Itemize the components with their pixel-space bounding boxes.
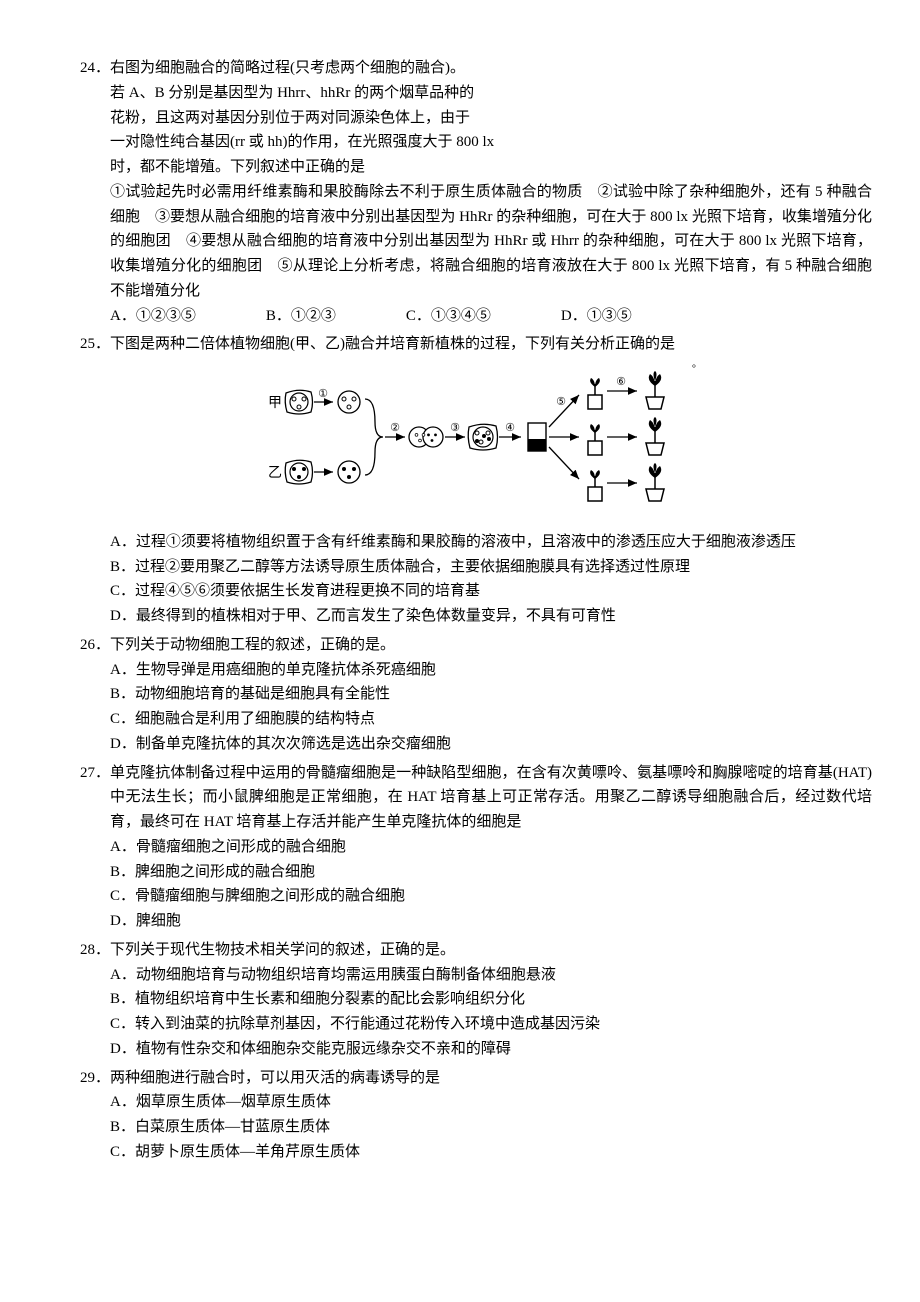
q24-option-a: A．①②③⑤ xyxy=(110,304,266,329)
q24-number: 24． xyxy=(80,56,110,81)
q26-number: 26． xyxy=(80,633,110,658)
q27-options: A．骨髓瘤细胞之间形成的融合细胞 B．脾细胞之间形成的融合细胞 C．骨髓瘤细胞与… xyxy=(80,835,872,934)
q29-option-c: C．胡萝卜原生质体—羊角芹原生质体 xyxy=(110,1140,872,1165)
q24-line1: 右图为细胞融合的简略过程(只考虑两个细胞的融合)。 xyxy=(110,56,872,81)
q26-option-b: B．动物细胞培育的基础是细胞具有全能性 xyxy=(110,682,872,707)
q26-option-d: D．制备单克隆抗体的其次次筛选是选出杂交瘤细胞 xyxy=(110,732,872,757)
q28-head: 28． 下列关于现代生物技术相关学问的叙述，正确的是。 xyxy=(80,938,872,963)
svg-text:⑥: ⑥ xyxy=(616,376,626,388)
q26-options: A．生物导弹是用癌细胞的单克隆抗体杀死癌细胞 B．动物细胞培育的基础是细胞具有全… xyxy=(80,658,872,757)
q26-option-a: A．生物导弹是用癌细胞的单克隆抗体杀死癌细胞 xyxy=(110,658,872,683)
q24-option-b: B．①②③ xyxy=(266,304,406,329)
question-28: 28． 下列关于现代生物技术相关学问的叙述，正确的是。 A．动物细胞培育与动物组… xyxy=(80,938,872,1062)
q25-number: 25． xyxy=(80,332,110,357)
q24-option-c: C．①③④⑤ xyxy=(406,304,561,329)
q24-line4: 一对隐性纯合基因(rr 或 hh)的作用，在光照强度大于 800 lx xyxy=(80,130,872,155)
q24-option-d: D．①③⑤ xyxy=(561,304,702,329)
q28-option-c: C．转入到油菜的抗除草剂基因，不行能通过花粉传入环境中造成基因污染 xyxy=(110,1012,872,1037)
q29-option-b: B．白菜原生质体—甘蓝原生质体 xyxy=(110,1115,872,1140)
q24-line3: 花粉，且这两对基因分别位于两对同源染色体上，由于 xyxy=(80,106,872,131)
cell-fusion-diagram-icon: 甲 ① 乙 xyxy=(261,367,691,507)
q25-option-b: B．过程②要用聚乙二醇等方法诱导原生质体融合，主要依据细胞膜具有选择透过性原理 xyxy=(80,555,872,580)
label-jia: 甲 xyxy=(268,396,282,411)
q29-options: A．烟草原生质体—烟草原生质体 B．白菜原生质体—甘蓝原生质体 C．胡萝卜原生质… xyxy=(80,1090,872,1164)
q28-option-b: B．植物组织培育中生长素和细胞分裂素的配比会影响组织分化 xyxy=(110,987,872,1012)
q24-options: A．①②③⑤ B．①②③ C．①③④⑤ D．①③⑤ xyxy=(80,304,872,329)
q27-option-b: B．脾细胞之间形成的融合细胞 xyxy=(110,860,872,885)
q25-option-a: A．过程①须要将植物组织置于含有纤维素酶和果胶酶的溶液中，且溶液中的渗透压应大于… xyxy=(80,530,872,555)
svg-text:⑤: ⑤ xyxy=(556,396,566,408)
q27-option-d: D．脾细胞 xyxy=(110,909,872,934)
question-25: 25． 下图是两种二倍体植物细胞(甲、乙)融合并培育新植株的过程，下列有关分析正… xyxy=(80,332,872,629)
q26-head: 26． 下列关于动物细胞工程的叙述，正确的是。 xyxy=(80,633,872,658)
q29-number: 29． xyxy=(80,1066,110,1091)
q27-option-a: A．骨髓瘤细胞之间形成的融合细胞 xyxy=(110,835,872,860)
q28-option-a: A．动物细胞培育与动物组织培育均需运用胰蛋白酶制备体细胞悬液 xyxy=(110,963,872,988)
q29-head: 29． 两种细胞进行融合时，可以用灭活的病毒诱导的是 xyxy=(80,1066,872,1091)
q27-option-c: C．骨髓瘤细胞与脾细胞之间形成的融合细胞 xyxy=(110,884,872,909)
stray-dot: 。 xyxy=(692,357,702,374)
question-29: 29． 两种细胞进行融合时，可以用灭活的病毒诱导的是 A．烟草原生质体—烟草原生… xyxy=(80,1066,872,1165)
q24-paragraph: ①试验起先时必需用纤维素酶和果胶酶除去不利于原生质体融合的物质 ②试验中除了杂种… xyxy=(80,180,872,304)
q26-option-c: C．细胞融合是利用了细胞膜的结构特点 xyxy=(110,707,872,732)
q25-option-d: D．最终得到的植株相对于甲、乙而言发生了染色体数量变异，不具有可育性 xyxy=(80,604,872,629)
q27-stem: 单克隆抗体制备过程中运用的骨髓瘤细胞是一种缺陷型细胞，在含有次黄嘌呤、氨基嘌呤和… xyxy=(110,761,872,835)
q28-stem: 下列关于现代生物技术相关学问的叙述，正确的是。 xyxy=(110,938,872,963)
q27-number: 27． xyxy=(80,761,110,835)
svg-text:④: ④ xyxy=(505,422,515,434)
q24-line2: 若 A、B 分别是基因型为 Hhrr、hhRr 的两个烟草品种的 xyxy=(80,81,872,106)
q24-head: 24． 右图为细胞融合的简略过程(只考虑两个细胞的融合)。 xyxy=(80,56,872,81)
q26-stem: 下列关于动物细胞工程的叙述，正确的是。 xyxy=(110,633,872,658)
q25-option-c: C．过程④⑤⑥须要依据生长发育进程更换不同的培育基 xyxy=(80,579,872,604)
svg-text:②: ② xyxy=(390,422,400,434)
q25-head: 25． 下图是两种二倍体植物细胞(甲、乙)融合并培育新植株的过程，下列有关分析正… xyxy=(80,332,872,357)
question-24: 24． 右图为细胞融合的简略过程(只考虑两个细胞的融合)。 若 A、B 分别是基… xyxy=(80,56,872,328)
q28-number: 28． xyxy=(80,938,110,963)
q25-stem: 下图是两种二倍体植物细胞(甲、乙)融合并培育新植株的过程，下列有关分析正确的是 xyxy=(110,332,872,357)
q25-figure: 。 xyxy=(80,367,872,516)
q29-option-a: A．烟草原生质体—烟草原生质体 xyxy=(110,1090,872,1115)
q29-stem: 两种细胞进行融合时，可以用灭活的病毒诱导的是 xyxy=(110,1066,872,1091)
q24-line5: 时，都不能增殖。下列叙述中正确的是 xyxy=(80,155,872,180)
question-26: 26． 下列关于动物细胞工程的叙述，正确的是。 A．生物导弹是用癌细胞的单克隆抗… xyxy=(80,633,872,757)
q27-head: 27． 单克隆抗体制备过程中运用的骨髓瘤细胞是一种缺陷型细胞，在含有次黄嘌呤、氨… xyxy=(80,761,872,835)
question-27: 27． 单克隆抗体制备过程中运用的骨髓瘤细胞是一种缺陷型细胞，在含有次黄嘌呤、氨… xyxy=(80,761,872,934)
svg-text:③: ③ xyxy=(450,422,460,434)
label-yi: 乙 xyxy=(268,465,282,481)
q28-options: A．动物细胞培育与动物组织培育均需运用胰蛋白酶制备体细胞悬液 B．植物组织培育中… xyxy=(80,963,872,1062)
q28-option-d: D．植物有性杂交和体细胞杂交能克服远缘杂交不亲和的障碍 xyxy=(110,1037,872,1062)
svg-text:①: ① xyxy=(318,388,328,400)
